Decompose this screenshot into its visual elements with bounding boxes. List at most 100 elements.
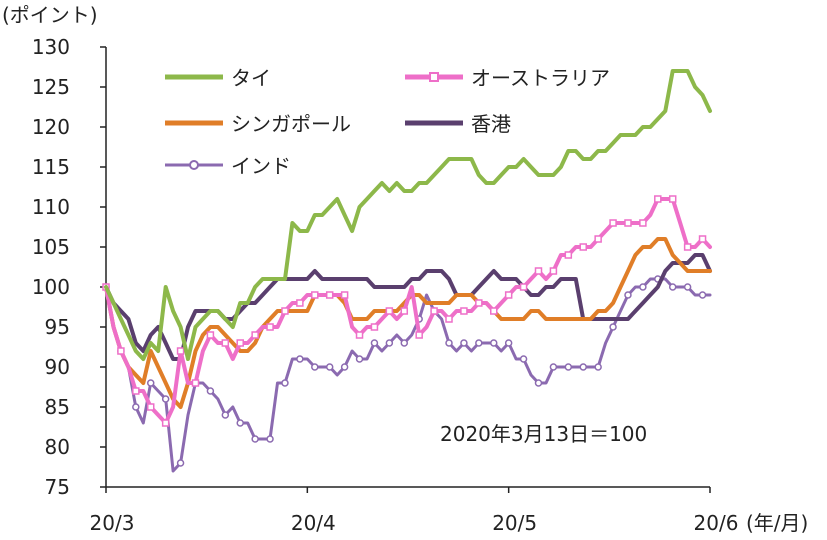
data-point bbox=[370, 323, 379, 331]
axes: 75 80 85 90 95 100 105 110 115 120 125 130 20/3 20/4 2… bbox=[32, 35, 739, 535]
data-point bbox=[490, 307, 498, 315]
data-point bbox=[668, 283, 677, 291]
data-point bbox=[355, 331, 364, 339]
data-point bbox=[311, 363, 319, 371]
data-point bbox=[400, 339, 409, 347]
data-point bbox=[579, 363, 587, 371]
data-point bbox=[624, 291, 632, 299]
legend-label: タイ bbox=[231, 66, 271, 90]
data-point bbox=[191, 379, 200, 387]
data-point bbox=[579, 243, 587, 251]
data-point bbox=[340, 363, 349, 371]
data-point bbox=[236, 339, 244, 347]
data-point bbox=[281, 379, 289, 387]
y-tick-label: 130 bbox=[32, 35, 70, 59]
data-point bbox=[430, 307, 438, 315]
data-point bbox=[460, 339, 468, 347]
legend-item: タイ bbox=[165, 66, 271, 90]
legend-item: 香港 bbox=[405, 112, 511, 136]
data-point bbox=[564, 363, 573, 371]
data-point bbox=[698, 291, 707, 299]
data-point bbox=[146, 403, 155, 411]
legend-label: 香港 bbox=[471, 112, 511, 136]
series-line bbox=[104, 197, 712, 425]
data-point bbox=[385, 339, 394, 347]
data-point bbox=[460, 307, 468, 315]
data-point bbox=[221, 411, 230, 419]
data-point bbox=[281, 307, 289, 315]
legend-item: オーストラリア bbox=[405, 66, 610, 90]
y-tick-label: 95 bbox=[45, 315, 70, 339]
data-point bbox=[161, 395, 170, 403]
data-point bbox=[146, 379, 155, 387]
legend-label: インド bbox=[231, 154, 291, 178]
data-point bbox=[639, 219, 647, 227]
y-unit-label: (ポイント) bbox=[2, 3, 98, 27]
data-point bbox=[504, 339, 513, 347]
data-point bbox=[475, 299, 483, 307]
data-point bbox=[236, 419, 244, 427]
data-point bbox=[355, 355, 364, 363]
data-point bbox=[296, 355, 304, 363]
y-tick-label: 90 bbox=[45, 355, 70, 379]
y-tick-label: 100 bbox=[32, 275, 70, 299]
data-point bbox=[624, 219, 632, 227]
legend-item: インド bbox=[165, 154, 291, 178]
data-point bbox=[385, 307, 394, 315]
x-tick-label: 20/4 bbox=[291, 511, 336, 535]
x-tick-label: 20/3 bbox=[90, 511, 135, 535]
data-point bbox=[132, 387, 140, 395]
data-point bbox=[609, 219, 617, 227]
y-tick-label: 105 bbox=[32, 235, 70, 259]
data-point bbox=[266, 435, 274, 443]
data-point bbox=[549, 267, 558, 275]
data-point bbox=[534, 267, 543, 275]
data-point bbox=[340, 291, 349, 299]
series-line bbox=[104, 277, 712, 473]
data-point bbox=[221, 339, 230, 347]
data-point bbox=[609, 323, 617, 331]
y-tick-label: 75 bbox=[45, 475, 70, 499]
data-point bbox=[325, 363, 334, 371]
data-point bbox=[132, 403, 140, 411]
data-point bbox=[311, 291, 319, 299]
data-point bbox=[564, 251, 573, 259]
legend-marker bbox=[429, 72, 439, 82]
series-4 bbox=[102, 275, 712, 473]
y-tick-label: 85 bbox=[45, 395, 70, 419]
series-0 bbox=[104, 69, 712, 361]
data-point bbox=[490, 339, 498, 347]
x-tick-label: 20/5 bbox=[492, 511, 537, 535]
data-point bbox=[206, 387, 215, 395]
data-point bbox=[698, 235, 707, 243]
data-point bbox=[400, 307, 409, 315]
data-point bbox=[117, 347, 125, 355]
series-layer bbox=[102, 69, 712, 473]
data-point bbox=[161, 419, 170, 427]
y-tick-label: 110 bbox=[32, 195, 70, 219]
series-1 bbox=[102, 195, 712, 427]
x-tick-label: 20/6 bbox=[694, 511, 739, 535]
data-point bbox=[415, 331, 423, 339]
data-point bbox=[445, 315, 453, 323]
data-point bbox=[683, 283, 692, 291]
y-tick-label: 80 bbox=[45, 435, 70, 459]
data-point bbox=[654, 195, 662, 203]
series-line bbox=[104, 69, 712, 361]
y-tick-label: 120 bbox=[32, 115, 70, 139]
data-point bbox=[251, 331, 259, 339]
legend-label: シンガポール bbox=[231, 112, 351, 136]
y-tick-label: 115 bbox=[32, 155, 70, 179]
data-point bbox=[519, 355, 528, 363]
data-point bbox=[683, 243, 692, 251]
data-point bbox=[475, 339, 483, 347]
data-point bbox=[370, 339, 379, 347]
y-tick-label: 125 bbox=[32, 75, 70, 99]
data-point bbox=[594, 363, 602, 371]
series-3 bbox=[104, 253, 712, 361]
data-point bbox=[668, 195, 677, 203]
data-point bbox=[206, 331, 215, 339]
data-point bbox=[549, 363, 558, 371]
data-point bbox=[176, 347, 185, 355]
